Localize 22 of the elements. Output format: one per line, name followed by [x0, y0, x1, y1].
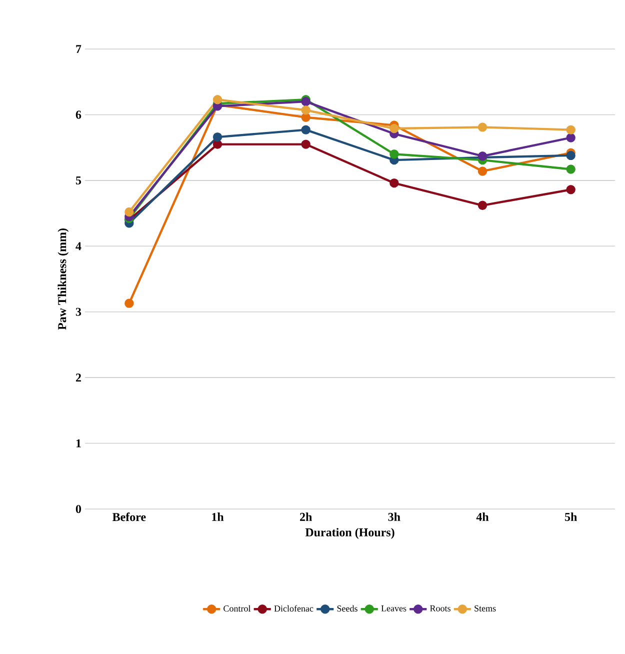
y-tick-label: 2 [76, 374, 81, 382]
y-tick-label: 6 [76, 110, 82, 119]
x-axis-title: Duration (Hours) [305, 528, 394, 539]
x-tick-label: Before [112, 512, 146, 522]
x-tick-label: 3h [388, 512, 400, 521]
y-tick-label: 1 [76, 439, 81, 448]
x-tick-label: 1h [212, 512, 224, 521]
legend-label: Leaves [381, 605, 406, 612]
x-tick-label: 2h [300, 512, 312, 521]
legend-label: Seeds [337, 605, 358, 612]
x-tick-label: 4h [476, 512, 489, 521]
y-axis-title: Paw Thikness (mm) [58, 228, 69, 330]
x-tick-label: 5h [564, 512, 577, 521]
legend-label: Control [224, 605, 251, 612]
y-tick-label: 5 [76, 176, 82, 184]
legend-label: Stems [474, 605, 496, 612]
y-tick-label: 0 [76, 504, 82, 514]
legend-label: Diclofenac [274, 605, 314, 612]
legend-label: Roots [430, 605, 450, 612]
y-tick-label: 4 [76, 242, 82, 250]
y-tick-label: 3 [76, 308, 82, 316]
y-tick-label: 7 [76, 45, 82, 53]
